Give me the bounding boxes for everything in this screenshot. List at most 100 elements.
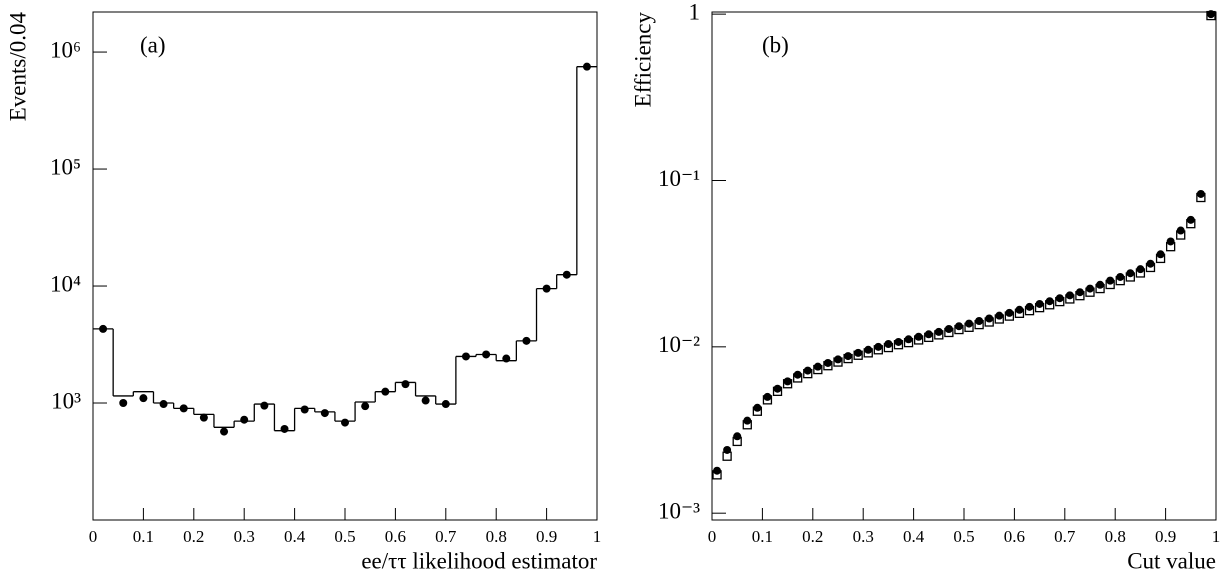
circle-marker xyxy=(1146,259,1155,268)
y-tick-label: 1 xyxy=(689,0,701,24)
y-tick-label: 10⁻² xyxy=(658,332,700,357)
circle-marker xyxy=(1045,297,1054,306)
circle-marker xyxy=(834,355,842,364)
circle-marker xyxy=(1086,284,1094,293)
circle-marker xyxy=(179,404,188,413)
circle-marker xyxy=(985,314,994,323)
circle-marker xyxy=(1166,237,1175,246)
x-tick-label: 0.8 xyxy=(1105,527,1126,546)
circle-marker xyxy=(502,354,511,363)
circle-marker xyxy=(874,342,883,351)
circle-marker xyxy=(864,345,873,354)
x-tick-label: 0.6 xyxy=(1004,527,1025,546)
x-tick-label: 0.9 xyxy=(536,527,557,546)
x-tick-label: 0.2 xyxy=(802,527,823,546)
y-tick-label: 10⁴ xyxy=(50,271,81,296)
y-axis-label: Efficiency xyxy=(630,12,655,108)
circle-marker xyxy=(975,316,984,325)
circle-marker xyxy=(1126,269,1135,278)
x-tick-label: 0 xyxy=(708,527,717,546)
x-tick-label: 0.1 xyxy=(752,527,773,546)
circle-marker xyxy=(280,424,289,433)
circle-marker xyxy=(1005,308,1014,317)
circle-marker xyxy=(743,416,752,425)
circle-marker xyxy=(341,418,349,427)
circle-marker xyxy=(914,332,923,341)
panel-label: (b) xyxy=(762,32,789,57)
circle-marker xyxy=(1136,265,1145,274)
circle-marker xyxy=(300,405,309,414)
y-tick-label: 10⁻¹ xyxy=(658,166,700,191)
panel-label: (a) xyxy=(140,32,166,57)
circle-marker xyxy=(733,432,742,441)
x-tick-label: 0.2 xyxy=(183,527,204,546)
circle-marker xyxy=(1116,272,1125,281)
circle-marker xyxy=(1186,215,1195,224)
circle-marker xyxy=(240,415,249,424)
circle-marker xyxy=(1025,302,1034,311)
circle-marker xyxy=(1106,276,1115,285)
x-axis-label: ee/ττ likelihood estimator xyxy=(361,548,597,573)
circle-marker xyxy=(924,330,933,339)
circle-marker xyxy=(803,366,812,375)
circle-marker xyxy=(954,322,963,331)
circle-marker xyxy=(854,348,863,357)
circle-marker xyxy=(441,400,450,409)
circle-marker xyxy=(542,284,551,293)
x-tick-label: 1 xyxy=(1212,527,1221,546)
circle-marker xyxy=(1206,10,1215,19)
circle-marker xyxy=(753,403,762,412)
y-tick-label: 10⁻³ xyxy=(658,498,700,523)
x-tick-label: 0.3 xyxy=(853,527,874,546)
circle-marker xyxy=(894,337,903,346)
circle-marker xyxy=(1096,280,1105,289)
x-tick-label: 0.7 xyxy=(1054,527,1076,546)
circle-marker xyxy=(361,402,370,411)
circle-marker xyxy=(995,311,1004,320)
x-tick-label: 0.8 xyxy=(486,527,507,546)
circle-marker xyxy=(823,358,832,367)
circle-marker xyxy=(1015,305,1024,314)
circle-marker xyxy=(965,319,974,328)
x-tick-label: 0.5 xyxy=(953,527,974,546)
circle-marker xyxy=(713,466,722,475)
circle-marker xyxy=(763,392,772,401)
circle-marker xyxy=(199,413,208,422)
circle-marker xyxy=(1055,294,1064,303)
x-tick-label: 0.9 xyxy=(1155,527,1176,546)
circle-marker xyxy=(421,396,430,405)
circle-marker xyxy=(1176,226,1185,235)
circle-marker xyxy=(904,335,913,344)
x-tick-label: 0.3 xyxy=(234,527,255,546)
circle-marker xyxy=(159,400,168,409)
circle-marker xyxy=(582,62,591,71)
circle-marker xyxy=(139,394,148,403)
x-tick-label: 0.7 xyxy=(435,527,457,546)
y-tick-label: 10⁵ xyxy=(50,154,81,179)
y-axis-label: Events/0.04 xyxy=(5,12,30,122)
circle-marker xyxy=(381,387,390,396)
x-tick-label: 0.4 xyxy=(284,527,306,546)
x-tick-label: 0.5 xyxy=(334,527,355,546)
circle-marker xyxy=(461,352,470,361)
plot-frame xyxy=(92,11,598,521)
circle-marker xyxy=(1075,288,1084,297)
circle-marker xyxy=(562,270,571,279)
x-tick-label: 0.4 xyxy=(903,527,925,546)
circle-marker xyxy=(773,384,782,393)
circle-marker xyxy=(944,325,953,334)
circle-marker xyxy=(934,327,943,336)
circle-marker xyxy=(260,401,269,410)
circle-marker xyxy=(320,409,329,418)
circle-marker xyxy=(884,340,893,349)
circle-marker xyxy=(844,352,853,361)
x-tick-label: 0 xyxy=(89,527,98,546)
circle-marker xyxy=(482,350,491,359)
circle-marker xyxy=(401,380,410,389)
circle-marker xyxy=(1156,250,1165,259)
circle-marker xyxy=(813,362,822,371)
x-tick-label: 0.1 xyxy=(133,527,154,546)
circle-marker xyxy=(99,324,108,333)
x-tick-label: 1 xyxy=(593,527,602,546)
x-tick-label: 0.6 xyxy=(385,527,406,546)
